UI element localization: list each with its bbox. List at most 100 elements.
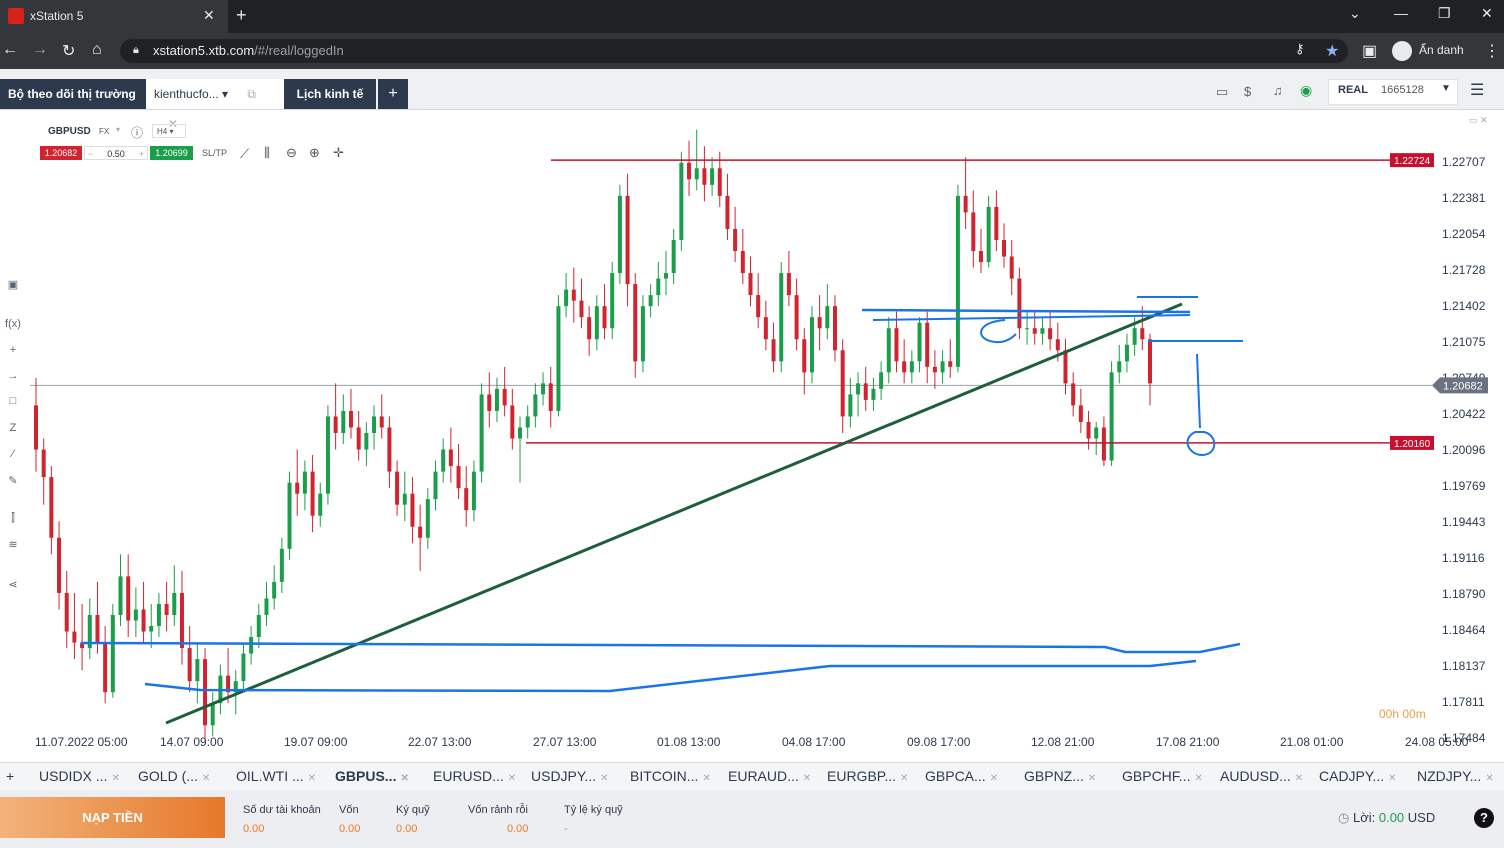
- zoom-out-icon[interactable]: ⊖: [286, 145, 297, 160]
- new-tab-icon[interactable]: +: [236, 5, 247, 25]
- forward-arrow-icon[interactable]: →: [32, 41, 48, 58]
- close-tab-icon[interactable]: ✕: [203, 7, 215, 23]
- candles-icon[interactable]: ⫼: [264, 145, 270, 160]
- volume-plus-icon[interactable]: +: [138, 149, 144, 159]
- line-chart-icon[interactable]: ⟋: [240, 146, 250, 161]
- tab-search-chevron-icon[interactable]: ⌄: [1349, 5, 1361, 21]
- screen-icon[interactable]: ▣: [7, 279, 19, 291]
- browser-tab[interactable]: [0, 0, 228, 33]
- close-instrument-icon[interactable]: ✕: [1485, 773, 1494, 784]
- restore-icon[interactable]: ❐: [1438, 5, 1451, 21]
- close-instrument-icon[interactable]: ✕: [1087, 773, 1097, 784]
- close-instrument-icon[interactable]: ✕: [1388, 773, 1397, 784]
- back-arrow-icon[interactable]: ←: [2, 41, 18, 58]
- tab-economic-calendar[interactable]: Lịch kinh tế: [284, 79, 376, 109]
- plus-icon[interactable]: +: [9, 344, 17, 356]
- instrument-tab[interactable]: EURUSD... ✕: [433, 763, 516, 790]
- instrument-tab[interactable]: AUDUSD... ✕: [1220, 763, 1303, 790]
- share-icon[interactable]: ⋖: [8, 579, 18, 591]
- chart-window-controls-icon[interactable]: ▭ ✕: [1469, 115, 1488, 125]
- close-instrument-icon[interactable]: ✕: [702, 773, 711, 784]
- instrument-tab[interactable]: BITCOIN... ✕: [630, 763, 711, 790]
- chart-symbol[interactable]: GBPUSD: [48, 126, 91, 137]
- candle-body: [986, 206, 991, 263]
- layout-icon[interactable]: ▭: [1216, 84, 1229, 99]
- star-icon[interactable]: ★: [1325, 43, 1340, 60]
- zoom-in-icon[interactable]: ⊕: [309, 145, 320, 160]
- add-tab-icon[interactable]: +: [378, 79, 408, 109]
- deposit-button[interactable]: NẠP TIỀN: [0, 797, 225, 838]
- measure-icon[interactable]: ⫿: [11, 512, 15, 524]
- instrument-tab[interactable]: GBPNZ... ✕: [1024, 763, 1096, 790]
- layers-icon[interactable]: ≋: [8, 539, 18, 551]
- instrument-tab[interactable]: EURAUD... ✕: [728, 763, 811, 790]
- candle-body: [172, 592, 177, 615]
- tab-workspace[interactable]: kienthucfo... ▾ ⧉ ✕: [146, 79, 284, 131]
- candle-body: [809, 317, 814, 373]
- rectangle-icon[interactable]: □: [9, 395, 17, 407]
- fibonacci-icon[interactable]: Ζ: [9, 422, 17, 434]
- close-instrument-icon[interactable]: ✕: [507, 773, 517, 784]
- tab-workspace-label: kienthucfo...: [154, 87, 219, 101]
- volume-input[interactable]: − 0.50 +: [84, 146, 148, 160]
- candle-body: [564, 289, 569, 307]
- crosshair-icon[interactable]: ✛: [333, 145, 344, 160]
- instrument-tab-label: EURGBP...: [827, 768, 896, 784]
- home-icon[interactable]: ⌂: [92, 41, 102, 58]
- candle-body: [1086, 421, 1091, 439]
- info-icon[interactable]: ⓘ: [131, 126, 144, 140]
- instrument-tab[interactable]: USDIDX ... ✕: [39, 763, 120, 790]
- candle-body: [410, 493, 415, 527]
- symbol-dropdown-icon[interactable]: ▾: [116, 125, 121, 134]
- popout-icon[interactable]: ⧉: [247, 87, 256, 101]
- close-instrument-icon[interactable]: ✕: [600, 773, 609, 784]
- close-instrument-icon[interactable]: ✕: [111, 773, 120, 784]
- instrument-tab[interactable]: OIL.WTI ... ✕: [236, 763, 316, 790]
- instrument-tab[interactable]: GBPCA... ✕: [925, 763, 998, 790]
- instrument-tab[interactable]: GOLD (... ✕: [138, 763, 210, 790]
- address-bar[interactable]: [120, 39, 1348, 63]
- account-selector[interactable]: [1328, 79, 1458, 105]
- incognito-icon[interactable]: [1392, 41, 1412, 61]
- close-instrument-icon[interactable]: ✕: [201, 773, 211, 784]
- add-instrument-icon[interactable]: +: [6, 768, 15, 784]
- function-icon[interactable]: f(x): [5, 318, 21, 330]
- minimize-icon[interactable]: —: [1394, 5, 1408, 21]
- pencil-icon[interactable]: ✎: [8, 475, 18, 487]
- browser-menu-icon[interactable]: ⋮: [1484, 43, 1500, 60]
- trendline-tool-icon[interactable]: ⁄: [12, 448, 14, 460]
- candle-body: [226, 675, 231, 693]
- close-instrument-icon[interactable]: ✕: [802, 773, 812, 784]
- sltp-button[interactable]: SL/TP: [202, 148, 228, 158]
- close-instrument-icon[interactable]: ✕: [900, 773, 909, 784]
- tab-market-watch[interactable]: Bộ theo dõi thị trường: [0, 79, 146, 109]
- chevron-down-icon[interactable]: ▼: [1441, 83, 1451, 94]
- sidepanel-icon[interactable]: ▣: [1362, 43, 1378, 60]
- close-instrument-icon[interactable]: ✕: [989, 773, 999, 784]
- price-chart[interactable]: 1.22707 1.22381 1.22054 1.21728 1.21402 1.210…: [0, 110, 1504, 762]
- close-instrument-icon[interactable]: ✕: [1294, 773, 1304, 784]
- instrument-tab[interactable]: NZDJPY... ✕: [1417, 763, 1494, 790]
- instrument-tab[interactable]: GBPUS... ✕: [335, 763, 409, 790]
- instrument-tab[interactable]: CADJPY... ✕: [1319, 763, 1397, 790]
- sell-button[interactable]: 1.20682: [40, 146, 82, 160]
- time-tick-label: 17.08 21:00: [1156, 735, 1220, 749]
- instrument-tab[interactable]: GBPCHF... ✕: [1122, 763, 1203, 790]
- help-icon[interactable]: ?: [1474, 808, 1494, 828]
- bell-icon[interactable]: ♫: [1273, 83, 1283, 98]
- reload-icon[interactable]: ↻: [62, 43, 76, 60]
- volume-minus-icon[interactable]: −: [88, 149, 94, 159]
- buy-button[interactable]: 1.20699: [150, 146, 193, 160]
- close-instrument-icon[interactable]: ✕: [400, 773, 409, 784]
- hamburger-menu-icon[interactable]: ☰: [1470, 82, 1485, 99]
- close-instrument-icon[interactable]: ✕: [1194, 773, 1203, 784]
- dollar-signal-icon[interactable]: $: [1244, 84, 1252, 99]
- close-instrument-icon[interactable]: ✕: [307, 773, 317, 784]
- close-window-icon[interactable]: ✕: [1481, 5, 1493, 21]
- instrument-tab[interactable]: EURGBP... ✕: [827, 763, 908, 790]
- horizontal-line-icon[interactable]: →: [7, 370, 19, 382]
- key-icon[interactable]: ⚷: [1295, 41, 1305, 56]
- profile-label[interactable]: Ẩn danh: [1419, 43, 1464, 57]
- instrument-tab[interactable]: USDJPY... ✕: [531, 763, 609, 790]
- timeframe-selector[interactable]: H4 ▾: [152, 124, 186, 138]
